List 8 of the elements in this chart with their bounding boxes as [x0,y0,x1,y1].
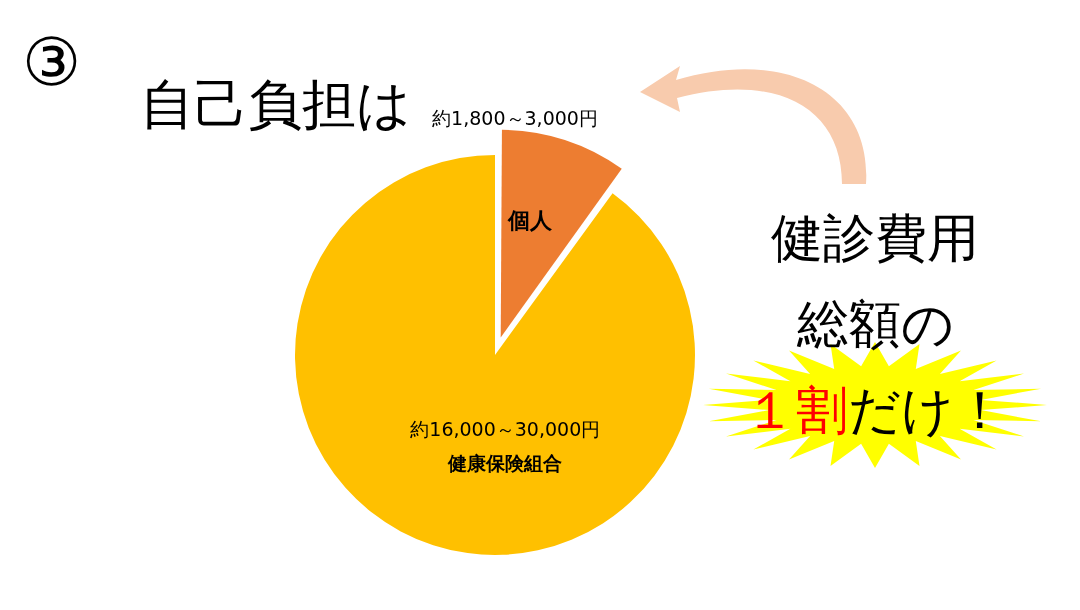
data-label: 約16,000～30,000円 [410,418,601,441]
text: 健診費用 [771,208,979,268]
text: 総額の [796,294,954,354]
data-label: 約1,800～3,000円 [432,106,598,129]
text: ③ [22,24,82,101]
chart-title: 自己負担は [140,73,411,136]
slice-label: 健康保険組合 [447,452,563,475]
slice-label: 個人 [507,207,554,233]
